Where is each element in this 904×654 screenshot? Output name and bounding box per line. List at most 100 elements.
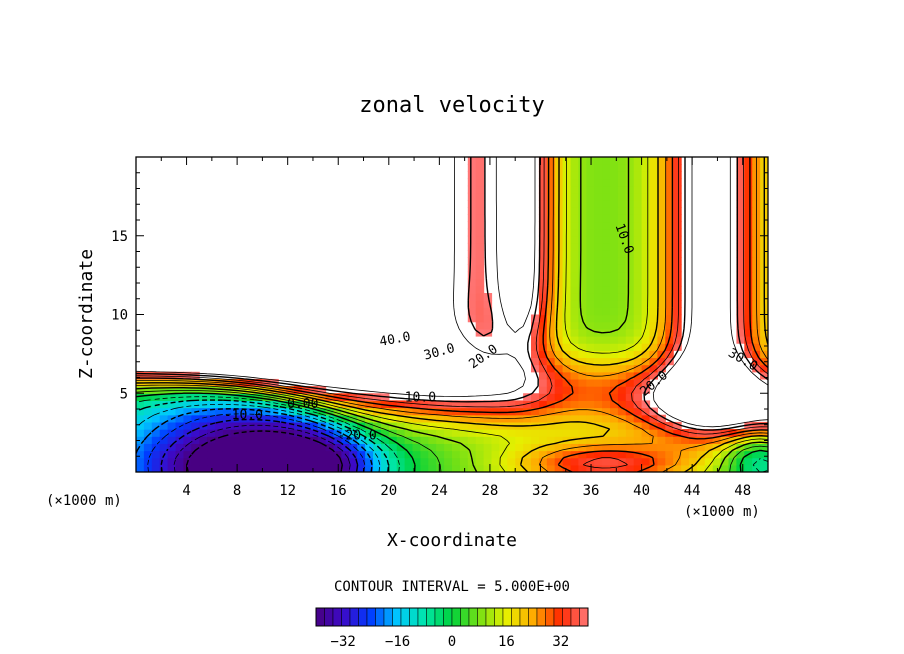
contour-fill-cell [467, 271, 477, 280]
contour-fill-cell [744, 293, 753, 301]
contour-fill-cell [388, 443, 398, 452]
contour-fill-cell [657, 364, 666, 373]
contour-fill-cell [357, 457, 366, 466]
contour-fill-cell [720, 450, 730, 459]
contour-fill-cell [578, 242, 587, 251]
contour-fill-cell [562, 343, 572, 351]
contour-fill-cell [254, 386, 263, 394]
contour-fill-cell [546, 321, 556, 330]
contour-fill-cell [412, 400, 421, 409]
colorbar-swatch [519, 607, 529, 627]
contour-fill-cell [673, 214, 682, 223]
contour-fill-cell [586, 228, 595, 237]
contour-fill-cell [610, 335, 619, 344]
contour-fill-cell [222, 436, 232, 444]
contour-fill-cell [531, 443, 540, 452]
contour-fill-cell [317, 464, 327, 472]
contour-fill-cell [373, 393, 382, 402]
contour-fill-cell [744, 271, 753, 280]
contour-fill-cell [428, 421, 437, 430]
contour-fill-cell [665, 457, 674, 466]
colorbar-swatch [332, 607, 342, 627]
contour-fill-cell [278, 436, 287, 444]
contour-fill-cell [317, 443, 327, 452]
contour-fill-cell [546, 350, 556, 359]
contour-fill-cell [633, 235, 643, 244]
contour-fill-cell [617, 164, 627, 172]
contour-fill-cell [191, 450, 200, 459]
contour-fill-cell [538, 235, 548, 244]
contour-fill-cell [578, 328, 587, 337]
contour-fill-cell [649, 278, 658, 287]
contour-fill-cell [444, 457, 453, 466]
contour-fill-cell [625, 414, 635, 423]
contour-fill-cell [538, 242, 548, 251]
colorbar-swatch [443, 607, 453, 627]
contour-fill-cell [562, 371, 572, 380]
contour-fill-cell [625, 285, 635, 294]
contour-fill-cell [617, 407, 627, 416]
contour-fill-cell [689, 436, 698, 444]
contour-fill-cell [333, 421, 342, 430]
contour-fill-cell [673, 164, 682, 172]
contour-fill-cell [452, 450, 461, 459]
contour-fill-cell [752, 436, 761, 444]
contour-fill-cell [151, 429, 161, 437]
contour-fill-cell [278, 443, 287, 452]
contour-fill-cell [578, 293, 587, 301]
colorbar-swatch [409, 607, 419, 627]
contour-fill-cell [633, 429, 643, 437]
contour-fill-cell [602, 221, 611, 230]
contour-fill-cell [175, 421, 184, 430]
contour-fill-cell [286, 400, 295, 409]
contour-fill-cell [246, 407, 256, 416]
contour-fill-cell [404, 400, 414, 409]
contour-fill-cell [625, 464, 635, 472]
contour-fill-cell [341, 457, 350, 466]
contour-fill-cell [262, 393, 271, 402]
contour-fill-cell [625, 221, 635, 230]
contour-line [136, 396, 768, 472]
contour-fill-cell [246, 436, 256, 444]
x-tick-label: 44 [684, 483, 701, 499]
contour-fill-cell [681, 457, 690, 466]
contour-fill-cell [562, 400, 572, 409]
contour-fill-cell [183, 443, 192, 452]
contour-fill-cell [633, 207, 643, 215]
contour-fill-cell [617, 386, 627, 394]
contour-fill-cell [270, 443, 279, 452]
contour-fill-cell [602, 350, 611, 359]
contour-fill-cell [357, 393, 366, 402]
contour-fill-cell [673, 443, 682, 452]
contour-fill-cell [554, 443, 564, 452]
contour-fill-cell [420, 407, 429, 416]
contour-fill-cell [483, 400, 493, 409]
contour-fill-cell [207, 450, 216, 459]
contour-fill-cell [404, 421, 414, 430]
contour-fill-cell [436, 457, 445, 466]
contour-fill-cell [744, 171, 753, 180]
contour-fill-cell [491, 457, 500, 466]
contour-fill-cell [546, 250, 556, 258]
contour-fill-cell [199, 400, 208, 409]
contour-fill-cell [744, 235, 753, 244]
colorbar-swatch [451, 607, 461, 627]
contour-fill-cell [325, 421, 335, 430]
contour-fill-cell [483, 307, 493, 316]
contour-fill-cell [286, 436, 295, 444]
contour-fill-cell [452, 421, 461, 430]
contour-fill-cell [602, 343, 611, 351]
contour-fill-cell [349, 407, 358, 416]
contour-fill-cell [167, 429, 177, 437]
contour-fill-cell [491, 436, 500, 444]
contour-fill-cell [610, 343, 619, 351]
contour-fill-cell [538, 414, 548, 423]
colorbar-swatch [366, 607, 376, 627]
contour-fill-cell [183, 407, 192, 416]
contour-fill-cell [610, 457, 619, 466]
contour-fill-cell [578, 364, 587, 373]
contour-fill-cell [641, 335, 651, 344]
contour-fill-cell [625, 207, 635, 215]
contour-fill-cell [436, 443, 445, 452]
contour-fill-cell [570, 235, 579, 244]
